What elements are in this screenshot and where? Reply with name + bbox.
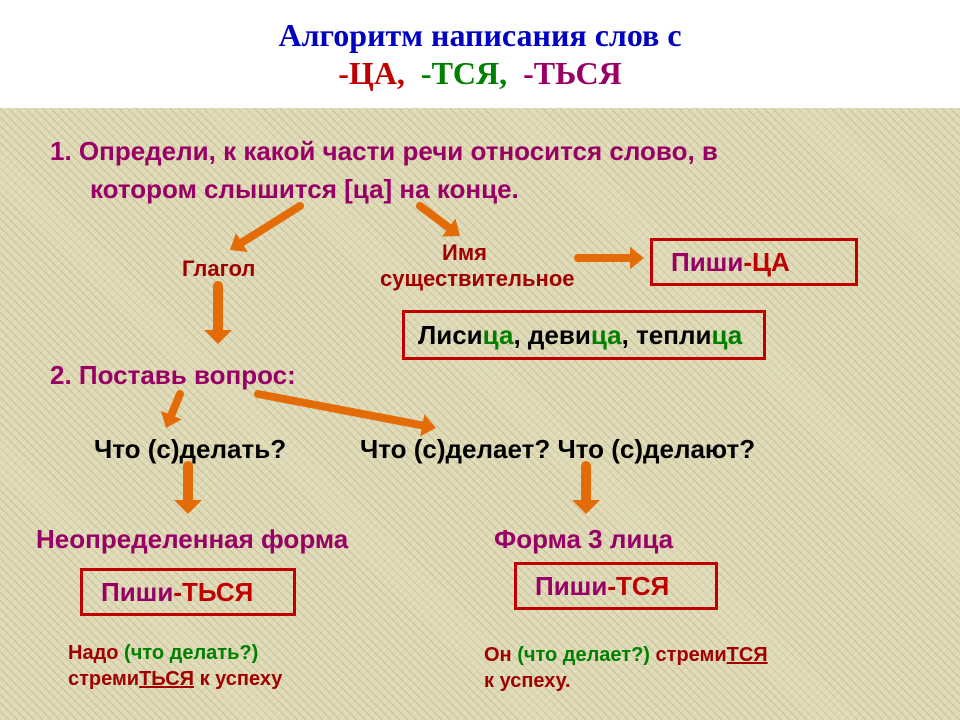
- arrow-a2: [400, 186, 480, 256]
- box-box_ca: Пиши -ЦА: [650, 238, 858, 286]
- text-ex_r2: к успеху.: [484, 670, 571, 693]
- text-ex_l1: Надо (что делать?): [68, 642, 258, 665]
- arrow-a6: [238, 374, 456, 448]
- box-box_tcya: Пиши -ТСЯ: [514, 562, 718, 610]
- page-title: Алгоритм написания слов с-ЦА, -ТСЯ, -ТЬС…: [0, 16, 960, 93]
- text-examples: Лисица, девица, теплица: [418, 320, 742, 351]
- text-noun2: существительное: [380, 266, 575, 292]
- arrow-a1: [210, 186, 320, 270]
- box-box_tsya: Пиши -ТЬСЯ: [80, 568, 296, 616]
- text-step1a: 1. Определи, к какой части речи относитс…: [50, 136, 718, 167]
- arrow-a5: [146, 374, 200, 448]
- slide: Алгоритм написания слов с-ЦА, -ТСЯ, -ТЬС…: [0, 0, 960, 720]
- arrow-a8: [566, 446, 606, 534]
- arrow-a3: [558, 238, 664, 278]
- arrow-a7: [168, 446, 208, 534]
- text-ex_r1: Он (что делает?) стремиТСЯ: [484, 644, 768, 667]
- arrow-a4: [198, 266, 238, 364]
- text-ex_l2: стремиТЬСЯ к успеху: [68, 668, 282, 691]
